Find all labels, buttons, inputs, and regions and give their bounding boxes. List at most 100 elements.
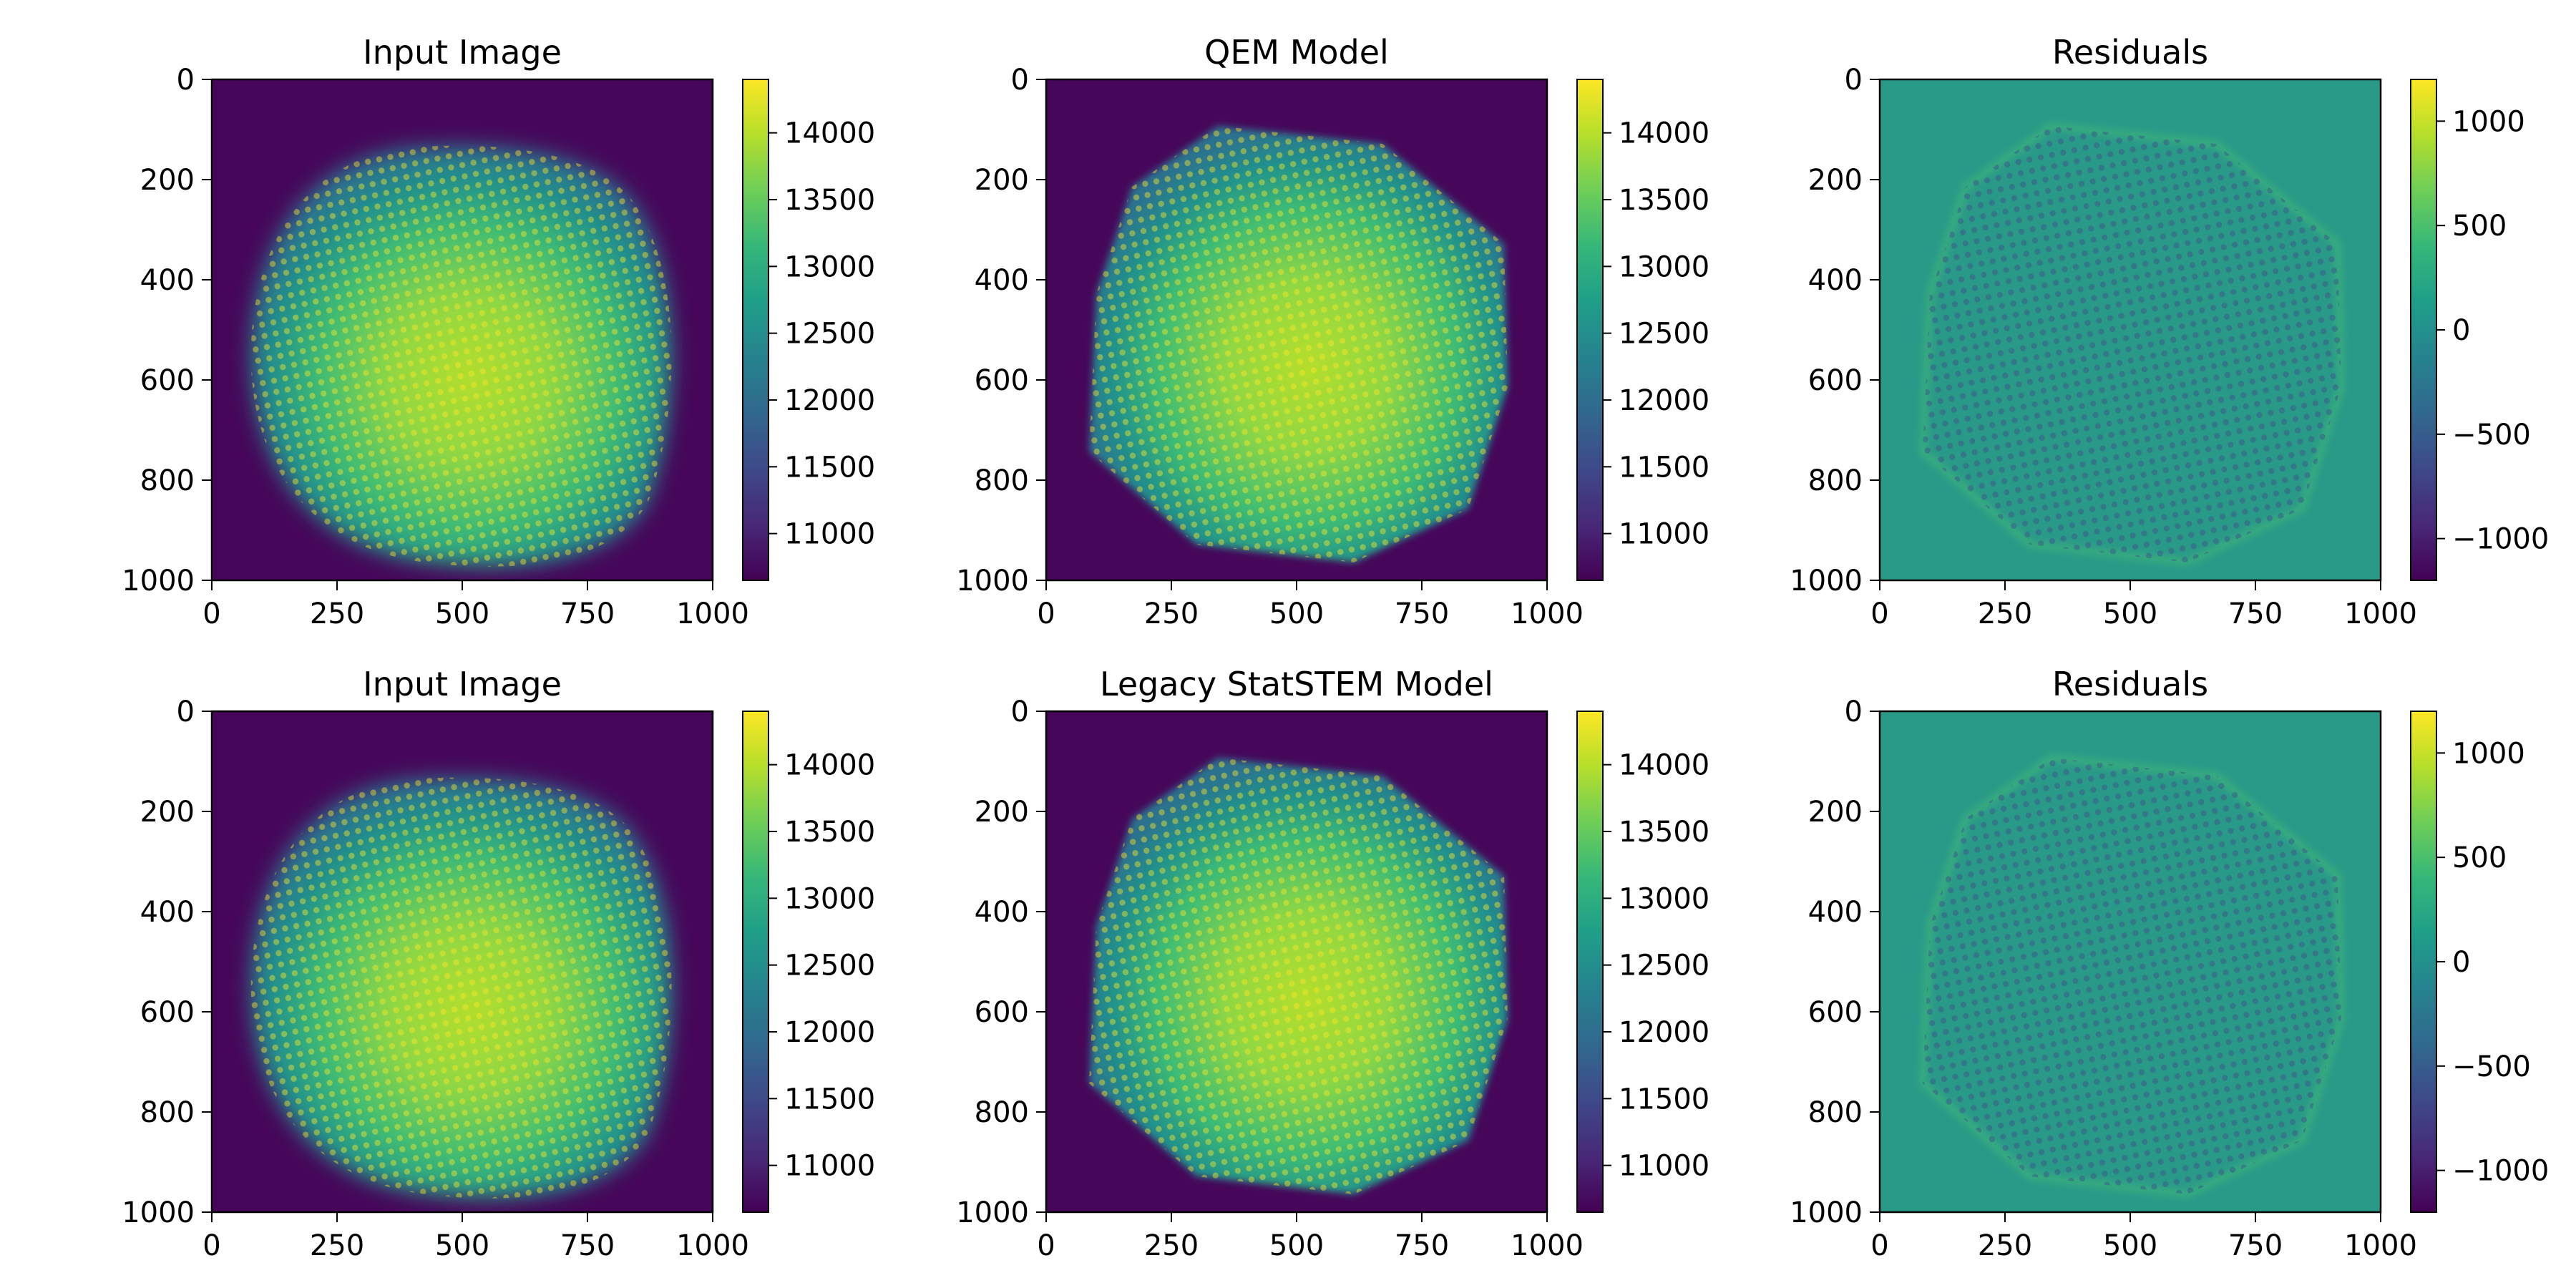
panel-title: Residuals	[2052, 665, 2208, 703]
x-tick-label: 1000	[676, 1229, 749, 1262]
y-tick-label: 1000	[1790, 565, 1863, 597]
x-tick-label: 500	[1269, 597, 1324, 630]
x-tick-label: 750	[1395, 1229, 1449, 1262]
x-tick-label: 0	[1037, 1229, 1055, 1262]
x-tick-label: 1000	[1511, 1229, 1584, 1262]
y-tick-label: 600	[140, 364, 195, 397]
y-tick-label: 800	[1808, 1096, 1863, 1129]
y-tick-label: 0	[1845, 64, 1863, 97]
y-tick-label: 200	[140, 796, 195, 829]
colorbar-tick-label: 0	[2452, 946, 2470, 979]
y-tick-label: 800	[975, 464, 1029, 497]
image-area	[1880, 79, 2381, 580]
y-tick-label: 400	[975, 896, 1029, 929]
x-tick-label: 1000	[1511, 597, 1584, 630]
lattice	[1089, 126, 1508, 562]
x-tick-label: 0	[203, 1229, 220, 1262]
panel-title: QEM Model	[1204, 33, 1389, 72]
y-tick-label: 0	[1011, 64, 1029, 97]
colorbar-tick-label: 13500	[1619, 816, 1709, 849]
panel-title: Input Image	[363, 33, 562, 72]
colorbar-tick-label: −1000	[2452, 523, 2549, 556]
x-tick-label: 0	[1037, 597, 1055, 630]
y-tick-label: 800	[140, 1096, 195, 1129]
colorbar-tick-label: 1000	[2452, 737, 2525, 770]
colorbar-tick-label: 11500	[784, 1083, 875, 1116]
y-tick-label: 400	[140, 896, 195, 929]
colorbar-tick-label: 11500	[784, 451, 875, 484]
colorbar-tick-label: 12000	[784, 1016, 875, 1049]
x-tick-label: 500	[2103, 597, 2157, 630]
colorbar-tick-label: 12000	[1619, 1016, 1709, 1049]
x-tick-label: 1000	[2344, 1229, 2417, 1262]
y-tick-label: 0	[1845, 696, 1863, 728]
colorbar-tick-label: 1000	[2452, 105, 2525, 138]
x-tick-label: 500	[435, 1229, 489, 1262]
y-tick-label: 600	[1808, 996, 1863, 1029]
colorbar-tick-label: 11000	[784, 1150, 875, 1183]
x-tick-label: 500	[1269, 1229, 1324, 1262]
residual-lattice	[1923, 126, 2341, 562]
y-tick-label: 800	[140, 464, 195, 497]
y-tick-label: 200	[1808, 164, 1863, 197]
x-tick-label: 750	[1395, 597, 1449, 630]
image-area	[1046, 79, 1547, 580]
y-tick-label: 400	[1808, 264, 1863, 297]
colorbar-tick-label: 11000	[784, 518, 875, 551]
y-tick-label: 0	[1011, 696, 1029, 728]
colorbar-tick-label: 14000	[784, 117, 875, 150]
x-tick-label: 750	[560, 1229, 615, 1262]
y-tick-label: 1000	[122, 565, 195, 597]
y-tick-label: 200	[975, 164, 1029, 197]
y-tick-label: 1000	[122, 1196, 195, 1229]
y-tick-label: 600	[140, 996, 195, 1029]
image-area	[1880, 711, 2381, 1212]
colorbar-tick-label: 11500	[1619, 1083, 1709, 1116]
y-tick-label: 400	[975, 264, 1029, 297]
y-tick-label: 1000	[956, 1196, 1029, 1229]
colorbar-tick-label: 13000	[784, 250, 875, 283]
colorbar	[1576, 711, 1604, 1213]
colorbar-tick-label: 13500	[784, 816, 875, 849]
colorbar-tick-label: 13500	[1619, 184, 1709, 217]
x-tick-label: 0	[203, 597, 220, 630]
colorbar-tick-label: −500	[2452, 419, 2531, 452]
colorbar-tick-label: 13500	[784, 184, 875, 217]
y-tick-label: 200	[140, 164, 195, 197]
x-tick-label: 250	[1144, 1229, 1199, 1262]
x-tick-label: 250	[1144, 597, 1199, 630]
x-tick-label: 750	[2228, 1229, 2283, 1262]
colorbar-tick-label: 500	[2452, 841, 2507, 874]
x-tick-label: 0	[1870, 597, 1888, 630]
y-tick-label: 1000	[1790, 1196, 1863, 1229]
colorbar-tick-label: −500	[2452, 1050, 2531, 1083]
colorbar-tick-label: 14000	[784, 749, 875, 782]
x-tick-label: 750	[2228, 597, 2283, 630]
x-tick-label: 250	[310, 597, 364, 630]
colorbar-tick-label: 13000	[784, 882, 875, 915]
panel-title: Legacy StatSTEM Model	[1100, 665, 1493, 703]
panel-title: Residuals	[2052, 33, 2208, 72]
x-tick-label: 1000	[2344, 597, 2417, 630]
y-tick-label: 200	[1808, 796, 1863, 829]
residual-lattice	[1923, 758, 2341, 1194]
y-tick-label: 600	[975, 364, 1029, 397]
colorbar-tick-label: 12000	[1619, 384, 1709, 417]
x-tick-label: 500	[2103, 1229, 2157, 1262]
colorbar-tick-label: 11000	[1619, 518, 1709, 551]
image-area	[212, 79, 713, 580]
lattice	[250, 145, 672, 567]
y-tick-label: 600	[1808, 364, 1863, 397]
x-tick-label: 500	[435, 597, 489, 630]
x-tick-label: 250	[1978, 1229, 2032, 1262]
x-tick-label: 1000	[676, 597, 749, 630]
colorbar-tick-label: 13000	[1619, 250, 1709, 283]
colorbar	[742, 79, 769, 581]
